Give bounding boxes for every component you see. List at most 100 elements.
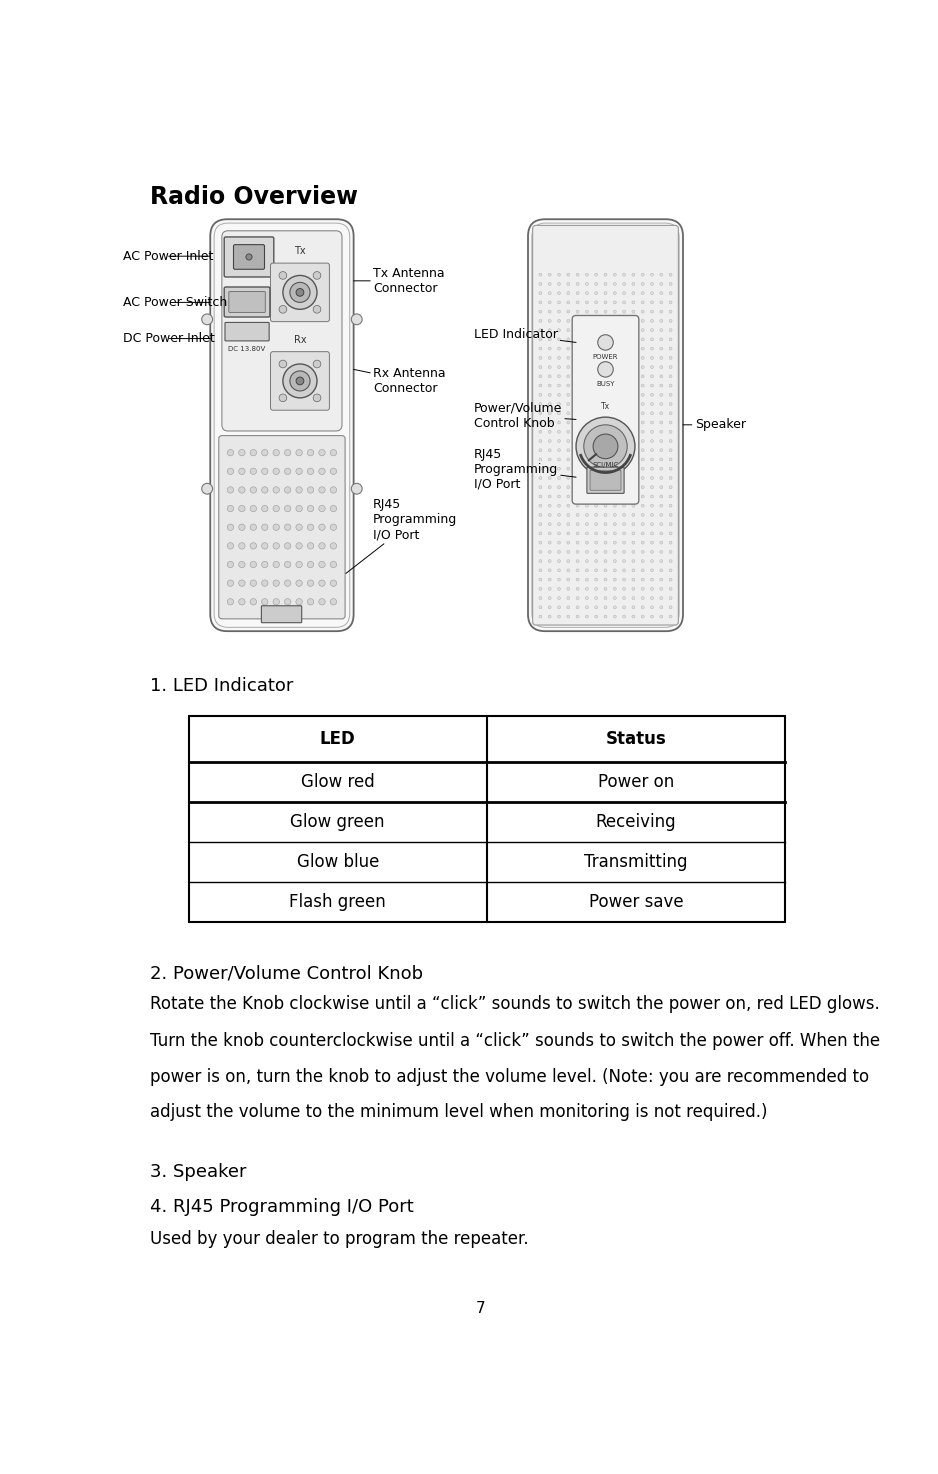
Circle shape — [548, 374, 552, 377]
Circle shape — [651, 513, 654, 516]
Circle shape — [308, 450, 313, 455]
Circle shape — [659, 606, 663, 609]
Circle shape — [659, 486, 663, 489]
Circle shape — [595, 578, 598, 581]
Circle shape — [623, 532, 626, 535]
Circle shape — [567, 301, 569, 304]
Circle shape — [669, 597, 672, 600]
Circle shape — [539, 606, 542, 609]
Circle shape — [539, 458, 542, 461]
Circle shape — [330, 579, 337, 587]
Circle shape — [585, 587, 588, 590]
Circle shape — [539, 338, 542, 340]
Circle shape — [576, 597, 579, 600]
Circle shape — [290, 371, 310, 391]
Circle shape — [632, 301, 635, 304]
Circle shape — [539, 292, 542, 295]
Circle shape — [548, 283, 552, 286]
Circle shape — [669, 523, 672, 526]
Circle shape — [585, 569, 588, 572]
FancyBboxPatch shape — [210, 220, 354, 631]
Circle shape — [567, 411, 569, 414]
Circle shape — [642, 550, 644, 553]
Text: AC Power Inlet: AC Power Inlet — [124, 249, 214, 262]
Circle shape — [669, 569, 672, 572]
Circle shape — [539, 366, 542, 368]
Circle shape — [567, 560, 569, 563]
Circle shape — [623, 587, 626, 590]
Text: RJ45
Programming
I/O Port: RJ45 Programming I/O Port — [474, 448, 576, 491]
Circle shape — [576, 560, 579, 563]
Circle shape — [659, 523, 663, 526]
Circle shape — [651, 550, 654, 553]
Circle shape — [557, 569, 561, 572]
Circle shape — [313, 271, 321, 279]
Circle shape — [651, 606, 654, 609]
Circle shape — [642, 273, 644, 276]
Circle shape — [613, 310, 616, 312]
Circle shape — [330, 562, 337, 567]
Circle shape — [262, 562, 268, 567]
Circle shape — [623, 504, 626, 507]
Circle shape — [250, 506, 256, 511]
Circle shape — [659, 273, 663, 276]
Circle shape — [613, 301, 616, 304]
Circle shape — [567, 448, 569, 451]
Circle shape — [557, 560, 561, 563]
Circle shape — [642, 476, 644, 479]
Circle shape — [613, 513, 616, 516]
Circle shape — [250, 525, 256, 531]
Circle shape — [613, 523, 616, 526]
Circle shape — [632, 513, 635, 516]
Circle shape — [669, 458, 672, 461]
Circle shape — [669, 486, 672, 489]
Circle shape — [548, 486, 552, 489]
Circle shape — [238, 562, 245, 567]
Circle shape — [669, 439, 672, 442]
Circle shape — [567, 615, 569, 618]
Circle shape — [262, 598, 268, 604]
Circle shape — [576, 569, 579, 572]
Circle shape — [642, 523, 644, 526]
Circle shape — [659, 422, 663, 425]
Circle shape — [548, 513, 552, 516]
Text: power is on, turn the knob to adjust the volume level. (Note: you are recommende: power is on, turn the knob to adjust the… — [150, 1067, 869, 1086]
Circle shape — [632, 615, 635, 618]
Circle shape — [659, 615, 663, 618]
Circle shape — [595, 523, 598, 526]
Circle shape — [595, 532, 598, 535]
Circle shape — [283, 276, 317, 310]
Circle shape — [576, 273, 579, 276]
Circle shape — [250, 450, 256, 455]
Circle shape — [539, 597, 542, 600]
Circle shape — [613, 283, 616, 286]
Circle shape — [669, 366, 672, 368]
Circle shape — [669, 541, 672, 544]
Circle shape — [557, 366, 561, 368]
Circle shape — [539, 357, 542, 360]
Text: Receiving: Receiving — [596, 814, 676, 831]
Circle shape — [669, 587, 672, 590]
Circle shape — [273, 542, 280, 548]
Circle shape — [659, 532, 663, 535]
Circle shape — [598, 335, 613, 351]
Circle shape — [279, 305, 287, 312]
Circle shape — [250, 579, 256, 587]
Circle shape — [279, 394, 287, 402]
Circle shape — [227, 506, 234, 511]
Circle shape — [659, 476, 663, 479]
Circle shape — [557, 394, 561, 397]
Circle shape — [604, 587, 607, 590]
Circle shape — [642, 615, 644, 618]
Circle shape — [623, 301, 626, 304]
Circle shape — [284, 542, 291, 548]
Circle shape — [548, 569, 552, 572]
Circle shape — [576, 578, 579, 581]
Circle shape — [595, 569, 598, 572]
Circle shape — [595, 606, 598, 609]
Circle shape — [557, 495, 561, 498]
Circle shape — [548, 402, 552, 405]
Text: 1. LED Indicator: 1. LED Indicator — [150, 678, 294, 696]
Circle shape — [567, 283, 569, 286]
Circle shape — [313, 394, 321, 402]
